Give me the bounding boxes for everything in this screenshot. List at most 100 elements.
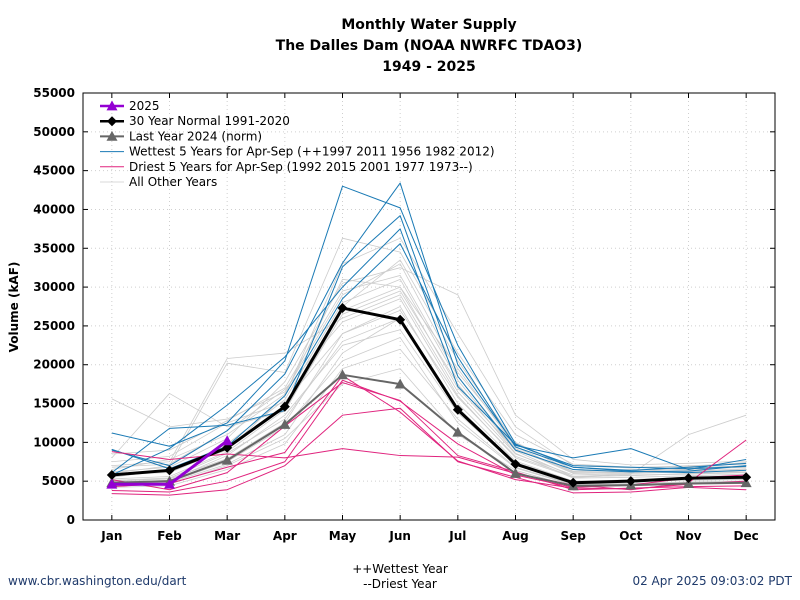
plot-frame xyxy=(82,92,776,521)
y-tick-label: 30000 xyxy=(33,280,75,294)
x-tick-label: Mar xyxy=(214,529,240,543)
y-tick-label: 25000 xyxy=(33,319,75,333)
y-tick-label: 55000 xyxy=(33,86,75,100)
series-driest xyxy=(111,407,747,496)
data-point-triangle xyxy=(221,435,233,446)
data-point-diamond xyxy=(337,303,348,314)
series-driest xyxy=(111,382,747,491)
footnote-wettest: ++Wettest Year xyxy=(352,562,448,576)
data-point-diamond xyxy=(222,442,233,453)
x-tick-label: Jan xyxy=(100,529,122,543)
footnote-driest: --Driest Year xyxy=(363,577,437,591)
data-point-diamond xyxy=(395,314,406,325)
data-point-triangle xyxy=(510,467,521,478)
x-tick-label: Aug xyxy=(502,529,528,543)
series-line-wettest xyxy=(111,182,747,471)
legend-item: 30 Year Normal 1991-2020 xyxy=(100,114,290,128)
data-point-triangle xyxy=(394,378,406,389)
chart-title-line: 1949 - 2025 xyxy=(382,59,476,75)
footnote: ++Wettest Year --Driest Year xyxy=(0,562,800,592)
data-point-diamond xyxy=(279,401,290,412)
y-tick-label: 20000 xyxy=(33,358,75,372)
series-wettest xyxy=(111,215,747,474)
data-point-triangle xyxy=(106,130,118,141)
y-tick-label: 45000 xyxy=(33,164,75,178)
series-line-wettest xyxy=(111,215,747,474)
axis-layer: 0 5000 10000 15000 20000 25000 30000 35000 40000… xyxy=(33,86,775,543)
x-tick-label: Feb xyxy=(157,529,182,543)
y-tick-label: 15000 xyxy=(33,397,75,411)
legend-label: Wettest 5 Years for Apr-Sep (++1997 2011… xyxy=(129,145,495,159)
legend-item: All Other Years xyxy=(100,175,217,189)
chart-title: Monthly Water Supply The Dalles Dam (NOAA… xyxy=(276,17,583,75)
x-tick-label: May xyxy=(329,529,357,543)
series-current xyxy=(106,435,233,489)
data-point-triangle xyxy=(221,454,233,465)
legend-label: Last Year 2024 (norm) xyxy=(129,129,262,143)
chart-title-line: The Dalles Dam (NOAA NWRFC TDAO3) xyxy=(276,38,583,54)
data-point-diamond xyxy=(164,465,175,476)
y-tick-label: 35000 xyxy=(33,241,75,255)
x-tick-label: Oct xyxy=(619,529,642,543)
y-tick-label: 5000 xyxy=(42,474,75,488)
legend-item: 2025 xyxy=(100,99,160,113)
series-wettest xyxy=(111,182,747,471)
series-others xyxy=(111,348,747,488)
legend-item: Driest 5 Years for Apr-Sep (1992 2015 20… xyxy=(100,160,473,174)
data-point-triangle xyxy=(106,100,118,111)
y-axis-label: Volume (kAF) xyxy=(7,262,21,353)
series-line-others xyxy=(111,348,747,488)
data-point-diamond xyxy=(683,473,694,484)
y-tick-label: 10000 xyxy=(33,435,75,449)
series-line-normal xyxy=(111,306,747,485)
y-tick-label: 50000 xyxy=(33,125,75,139)
x-tick-label: Dec xyxy=(734,529,759,543)
y-tick-label: 40000 xyxy=(33,202,75,216)
x-tick-label: Nov xyxy=(675,529,701,543)
legend-label: Driest 5 Years for Apr-Sep (1992 2015 20… xyxy=(129,160,473,174)
series-line-driest xyxy=(111,382,747,491)
series-others xyxy=(111,290,747,480)
data-point-triangle xyxy=(337,369,348,380)
data-point-diamond xyxy=(625,476,636,487)
data-point-diamond xyxy=(452,404,463,415)
series-layer xyxy=(106,182,752,496)
data-point-triangle xyxy=(106,478,118,489)
series-others xyxy=(111,267,747,473)
series-line-others xyxy=(111,294,747,476)
series-line-lastyear xyxy=(111,373,747,487)
series-line-others xyxy=(111,290,747,480)
data-point-diamond xyxy=(107,116,117,127)
y-tick-label: 0 xyxy=(67,513,75,527)
x-tick-label: Jul xyxy=(448,529,466,543)
series-others xyxy=(111,263,747,472)
source-url[interactable]: www.cbr.washington.edu/dart xyxy=(8,574,187,588)
series-others xyxy=(111,294,747,476)
series-line-others xyxy=(111,267,747,473)
data-point-diamond xyxy=(568,477,579,488)
legend-label: All Other Years xyxy=(129,175,217,189)
legend-label: 2025 xyxy=(129,99,160,113)
x-tick-label: Jun xyxy=(388,529,411,543)
data-point-triangle xyxy=(279,419,291,429)
data-point-diamond xyxy=(741,472,752,483)
series-line-driest xyxy=(111,407,747,496)
data-point-diamond xyxy=(510,459,521,470)
data-point-diamond xyxy=(106,469,117,480)
series-line-others xyxy=(111,263,747,472)
data-point-triangle xyxy=(452,426,464,437)
timestamp: 02 Apr 2025 09:03:02 PDT xyxy=(632,574,792,588)
data-point-triangle xyxy=(164,478,175,489)
chart-title-line: Monthly Water Supply xyxy=(341,17,516,33)
x-tick-label: Sep xyxy=(560,529,586,543)
x-tick-label: Apr xyxy=(273,529,297,543)
series-wettest xyxy=(111,228,747,476)
series-normal xyxy=(106,303,752,488)
legend-item: Wettest 5 Years for Apr-Sep (++1997 2011… xyxy=(100,145,495,159)
legend-item: Last Year 2024 (norm) xyxy=(100,129,262,143)
legend-label: 30 Year Normal 1991-2020 xyxy=(129,114,290,128)
series-line-wettest xyxy=(111,228,747,476)
